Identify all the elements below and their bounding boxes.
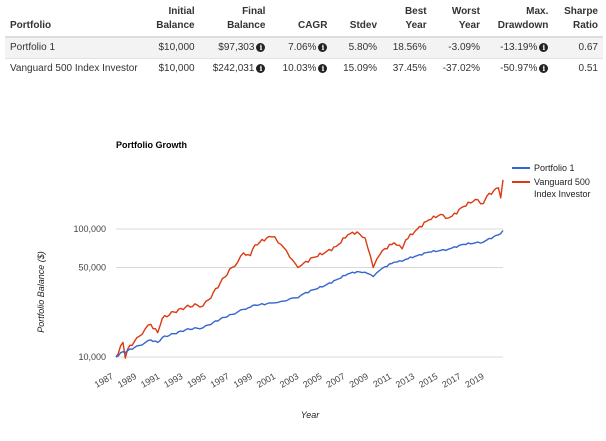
header-final-balance: Final Balance	[199, 3, 271, 38]
y-tick-label: 10,000	[78, 352, 106, 362]
cell-initial-balance: $10,000	[158, 63, 195, 74]
legend-item-portfolio-1[interactable]: Portfolio 1	[512, 163, 575, 173]
cell-cagr: 7.06% i	[270, 37, 333, 59]
x-tick-label: 2005	[301, 371, 323, 390]
cell-worst-year: -37.02%	[442, 63, 480, 74]
cell-max-drawdown: -13.19% i	[484, 37, 554, 59]
cell-initial-balance: $10,000	[145, 37, 200, 59]
header-initial-balance: Initial Balance	[145, 3, 200, 38]
y-tick-label: 100,000	[73, 224, 106, 234]
header-sharpe-ratio: Sharpe Ratio	[553, 3, 603, 38]
cell-best-year: 37.45%	[392, 63, 427, 74]
series-lines	[115, 179, 504, 359]
header-max-drawdown: Max. Drawdown	[484, 3, 554, 38]
info-icon[interactable]: i	[539, 43, 549, 52]
header-best-year: Best Year	[382, 3, 432, 38]
table-row: Vanguard 500 Index Investor $10,000 $242…	[5, 59, 603, 80]
x-tick-label: 1999	[232, 371, 254, 390]
chart-title: Portfolio Growth	[116, 140, 187, 150]
x-tick-label: 2009	[348, 371, 370, 390]
y-axis-ticks: 10,000 50,000 100,000	[73, 224, 106, 362]
y-tick-label: 50,000	[78, 263, 106, 273]
cell-final-balance: $97,303 i	[199, 37, 271, 59]
x-tick-label: 1995	[185, 371, 207, 390]
x-tick-label: 1993	[162, 371, 184, 390]
y-axis-label: Portfolio Balance ($)	[36, 251, 46, 333]
x-tick-label: 1997	[209, 371, 231, 390]
header-stdev: Stdev	[332, 3, 383, 38]
header-worst-year: Worst Year	[431, 3, 485, 38]
x-tick-label: 2015	[417, 371, 439, 390]
x-tick-label: 1987	[93, 371, 115, 390]
series-line-portfolio-1	[115, 230, 504, 358]
portfolio-growth-chart: Portfolio Growth 10,000 50,000 100,000 198…	[0, 130, 606, 436]
header-cagr: CAGR	[270, 3, 333, 38]
info-icon[interactable]: i	[256, 43, 266, 52]
cell-best-year: 18.56%	[382, 37, 432, 59]
cell-stdev: 15.09%	[343, 63, 378, 74]
x-tick-label: 2019	[463, 371, 485, 390]
x-tick-label: 1991	[139, 371, 161, 390]
cell-portfolio: Vanguard 500 Index Investor	[10, 63, 138, 74]
x-tick-label: 2013	[394, 371, 416, 390]
cell-max-drawdown: -50.97% i	[485, 59, 553, 80]
legend-label-line-2: Index Investor	[534, 189, 591, 199]
portfolio-summary-table: Portfolio Initial Balance Final Balance CA…	[5, 3, 603, 79]
x-axis-ticks: 1987 1989 1991 1993 1995 1997 1999 2001 2003 2005…	[93, 371, 486, 390]
table-row: Portfolio 1 $10,000 $97,303 i 7.06% i 5.80…	[5, 37, 603, 59]
info-icon[interactable]: i	[539, 64, 549, 73]
cell-portfolio: Portfolio 1	[5, 37, 145, 59]
info-icon[interactable]: i	[256, 64, 266, 73]
x-tick-label: 2007	[324, 371, 346, 390]
legend-label: Vanguard 500 Index Investor	[534, 177, 592, 199]
x-axis-label: Year	[301, 410, 321, 420]
cell-sharpe-ratio: 0.67	[553, 37, 603, 59]
legend-label: Portfolio 1	[534, 163, 575, 173]
cell-cagr: 10.03% i	[270, 59, 332, 80]
series-line-vanguard-500	[115, 179, 504, 359]
table-header-row: Portfolio Initial Balance Final Balance CA…	[5, 3, 603, 38]
legend: Portfolio 1 Vanguard 500 Index Investor	[512, 163, 592, 199]
legend-label-line-1: Vanguard 500	[534, 177, 590, 187]
x-tick-label: 1989	[116, 371, 138, 390]
y-gridlines	[116, 228, 503, 358]
cell-final-balance: $242,031 i	[200, 59, 271, 80]
cell-sharpe-ratio: 0.51	[578, 63, 598, 74]
x-tick-label: 2011	[371, 371, 393, 389]
cell-stdev: 5.80%	[332, 37, 383, 59]
legend-item-vanguard-500[interactable]: Vanguard 500 Index Investor	[512, 177, 592, 199]
x-tick-label: 2017	[440, 371, 462, 390]
cell-worst-year: -3.09%	[431, 37, 485, 59]
x-tick-label: 2001	[255, 371, 277, 390]
header-portfolio: Portfolio	[5, 3, 145, 38]
x-tick-label: 2003	[278, 371, 300, 390]
info-icon[interactable]: i	[318, 64, 328, 73]
info-icon[interactable]: i	[318, 43, 328, 52]
